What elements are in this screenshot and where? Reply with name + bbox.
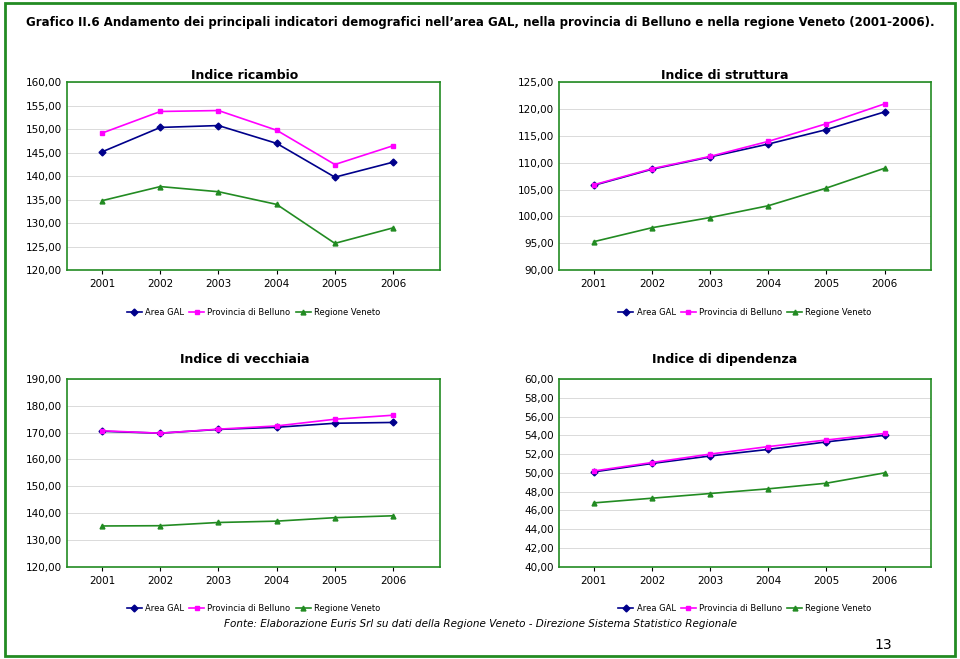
Text: Fonte: Elaborazione Euris Srl su dati della Regione Veneto - Direzione Sistema S: Fonte: Elaborazione Euris Srl su dati de… (224, 619, 736, 629)
Text: Grafico II.6 Andamento dei principali indicatori demografici nell’area GAL, nell: Grafico II.6 Andamento dei principali in… (26, 16, 934, 30)
Text: Indice ricambio: Indice ricambio (191, 69, 299, 82)
Text: Indice di vecchiaia: Indice di vecchiaia (180, 353, 309, 366)
Legend: Area GAL, Provincia di Belluno, Regione Veneto: Area GAL, Provincia di Belluno, Regione … (615, 304, 875, 320)
Text: 13: 13 (875, 639, 892, 652)
Legend: Area GAL, Provincia di Belluno, Regione Veneto: Area GAL, Provincia di Belluno, Regione … (124, 601, 383, 617)
Text: Indice di struttura: Indice di struttura (661, 69, 788, 82)
Text: Indice di dipendenza: Indice di dipendenza (652, 353, 798, 366)
Legend: Area GAL, Provincia di Belluno, Regione Veneto: Area GAL, Provincia di Belluno, Regione … (615, 601, 875, 617)
Legend: Area GAL, Provincia di Belluno, Regione Veneto: Area GAL, Provincia di Belluno, Regione … (124, 304, 383, 320)
